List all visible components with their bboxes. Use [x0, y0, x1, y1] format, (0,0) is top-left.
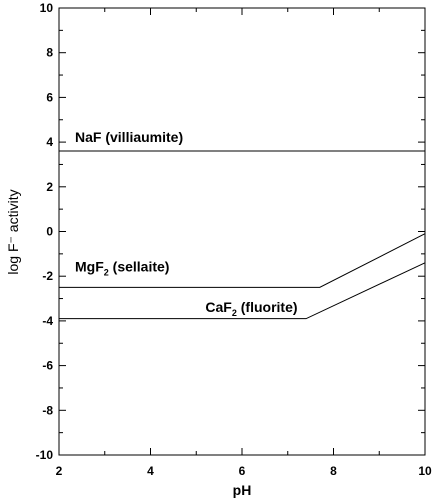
series-line	[59, 262, 426, 320]
y-tick-label: 2	[46, 180, 53, 194]
annotations: NaF (villiaumite) MgF2 (sellaite) CaF2 (fl…	[75, 129, 298, 318]
annotation-caf2: CaF2 (fluorite)	[205, 299, 297, 318]
annotation-naf: NaF (villiaumite)	[75, 129, 183, 145]
x-tick-label: 6	[239, 464, 246, 478]
y-tick-label: 10	[40, 1, 54, 15]
plot-frame	[58, 7, 426, 456]
x-tick-label: 2	[56, 464, 63, 478]
series-group	[59, 150, 426, 320]
y-tick-label: -8	[42, 403, 53, 417]
y-tick-labels: -10 -8 -6 -4 -2 0 2 4 6 8 10	[36, 1, 54, 462]
y-tick-label: 0	[46, 225, 53, 239]
y-tick-label: -2	[42, 269, 53, 283]
x-tick-label: 10	[418, 464, 432, 478]
y-axis-title: log F⁻ activity	[5, 189, 21, 274]
annotation-mgf2: MgF2 (sellaite)	[75, 259, 169, 278]
series-line	[59, 233, 426, 288]
x-tick-label: 8	[330, 464, 337, 478]
x-axis-title: pH	[233, 482, 252, 498]
x-tick-labels: 2 4 6 8 10	[56, 464, 432, 478]
y-tick-label: -10	[36, 448, 54, 462]
y-tick-label: 6	[46, 90, 53, 104]
y-tick-label: -6	[42, 359, 53, 373]
y-tick-label: -4	[42, 314, 53, 328]
x-tick-label: 4	[147, 464, 154, 478]
y-tick-label: 4	[46, 135, 53, 149]
y-tick-label: 8	[46, 46, 53, 60]
axis-ticks	[58, 7, 426, 456]
